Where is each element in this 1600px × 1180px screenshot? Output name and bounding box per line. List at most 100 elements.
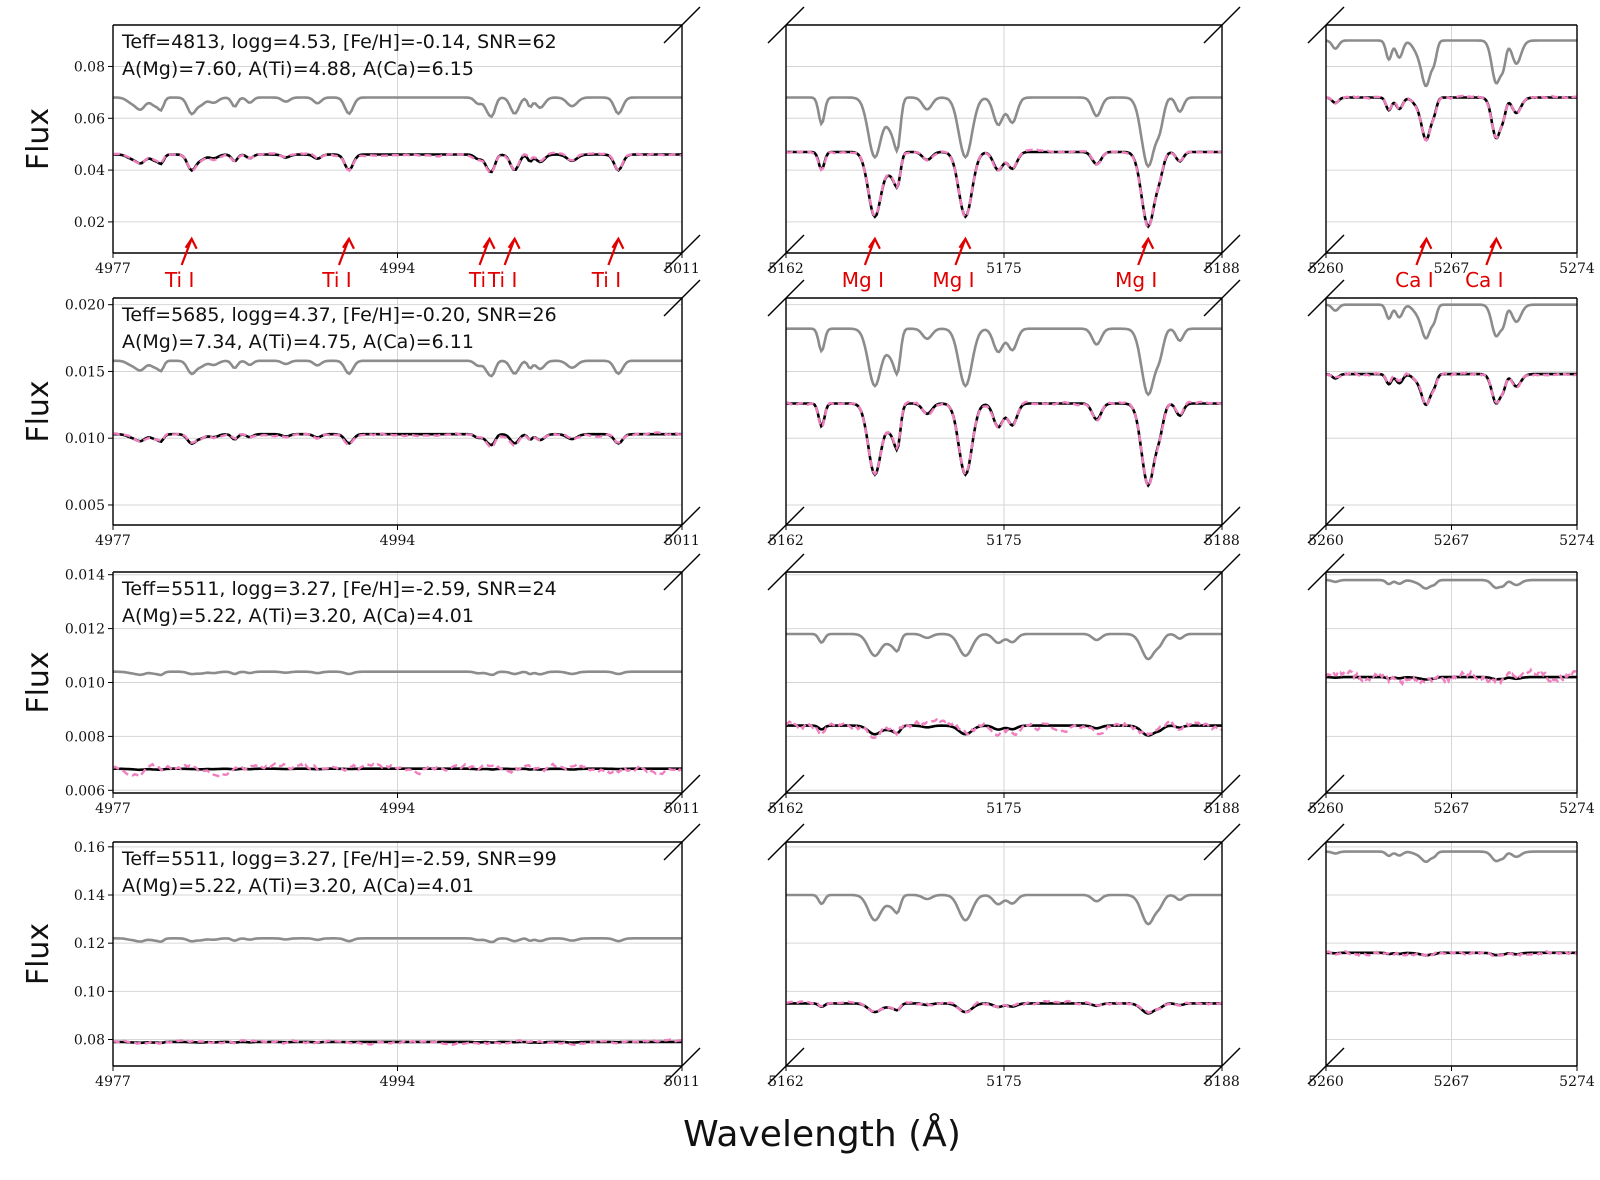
- x-tick-label: 4977: [95, 801, 131, 817]
- plot-area: Flux 4977 4994 5011 0.02 0.04 0.06 0.08 5162 5175…: [21, 6, 1595, 1090]
- series-grey-line: [1326, 578, 1577, 590]
- x-tick-label: 5274: [1559, 801, 1595, 817]
- x-tick-label: 5162: [768, 801, 804, 817]
- y-tick-label: 0.015: [65, 364, 105, 380]
- line-label: Ti I: [164, 268, 194, 292]
- y-axis-label: Flux: [21, 923, 56, 985]
- series-pink-dashed-line: [1324, 667, 1578, 687]
- abundances-text: A(Mg)=5.22, A(Ti)=3.20, A(Ca)=4.01: [122, 875, 474, 897]
- y-tick-label: 0.012: [65, 622, 105, 638]
- axis-break-mark: [1307, 553, 1345, 591]
- axis-break-mark: [767, 553, 805, 591]
- x-tick-label: 4977: [95, 1074, 131, 1090]
- y-tick-label: 0.08: [74, 1033, 105, 1049]
- axis-break-mark: [663, 823, 701, 861]
- series-pink-dashed-line: [112, 151, 683, 175]
- axis-break-mark: [663, 553, 701, 591]
- series-pink-dashed-line: [1325, 949, 1578, 958]
- segment-3: 5260 5267 5274: [1307, 823, 1595, 1090]
- x-tick-label: 5274: [1559, 1074, 1595, 1090]
- series-grey-line: [1325, 303, 1577, 340]
- series-black-line: [113, 1040, 682, 1045]
- y-tick-label: 0.010: [65, 676, 105, 692]
- series-grey-line: [786, 632, 1222, 661]
- series-grey-line: [113, 359, 682, 378]
- segment-2: 5162 5175 5188: [767, 823, 1241, 1090]
- stellar-parameters-text: Teff=5685, logg=4.37, [Fe/H]=-0.20, SNR=…: [121, 304, 557, 326]
- axis-break-mark: [1203, 279, 1241, 317]
- x-tick-label: 5175: [986, 533, 1022, 549]
- segment-3: 5260 5267 5274: [1307, 279, 1595, 549]
- y-tick-label: 0.014: [65, 568, 105, 584]
- panel-4: Flux 4977 4994 5011 0.08 0.10 0.12 0.14 0.16 5162…: [21, 823, 1595, 1090]
- line-label: Mg I: [932, 268, 974, 292]
- x-axis-label: Wavelength (Å): [683, 1112, 961, 1155]
- y-axis-label: Flux: [21, 108, 56, 170]
- line-label-arrowhead: [1489, 236, 1503, 250]
- y-tick-label: 0.008: [65, 729, 105, 745]
- panel-2: Flux 4977 4994 5011 0.005 0.010 0.015 0.020 5162…: [21, 279, 1595, 549]
- stellar-parameters-text: Teff=5511, logg=3.27, [Fe/H]=-2.59, SNR=…: [121, 578, 557, 600]
- axis-break-mark: [663, 6, 701, 44]
- line-label: Ti I: [591, 268, 621, 292]
- line-label: Mg I: [1115, 268, 1157, 292]
- x-tick-label: 5267: [1434, 533, 1470, 549]
- series-pink-dashed-line: [112, 431, 683, 449]
- line-label: Ti I: [321, 268, 351, 292]
- line-label-arrowhead: [958, 236, 972, 250]
- segment-1: 4977 4994 5011 0.02 0.04 0.06 0.08: [74, 6, 701, 277]
- line-label: Ca I: [1465, 268, 1503, 292]
- abundances-text: A(Mg)=7.34, A(Ti)=4.75, A(Ca)=6.11: [122, 331, 474, 353]
- axis-break-mark: [1203, 823, 1241, 861]
- x-tick-label: 5274: [1559, 533, 1595, 549]
- axis-break-mark: [767, 6, 805, 44]
- x-tick-label: 5162: [768, 261, 804, 277]
- y-tick-label: 0.08: [74, 59, 105, 75]
- stellar-parameters-text: Teff=4813, logg=4.53, [Fe/H]=-0.14, SNR=…: [121, 31, 557, 53]
- x-tick-label: 5260: [1308, 801, 1344, 817]
- line-label: Ti: [468, 268, 486, 292]
- y-tick-label: 0.005: [65, 498, 105, 514]
- segment-2: 5162 5175 5188: [767, 553, 1241, 817]
- line-label-arrowhead: [342, 236, 355, 250]
- x-tick-label: 5175: [986, 261, 1022, 277]
- axis-break-mark: [767, 823, 805, 861]
- series-grey-line: [113, 937, 682, 944]
- x-tick-label: 5267: [1434, 261, 1470, 277]
- axis-break-mark: [1307, 279, 1345, 317]
- y-tick-label: 0.10: [74, 984, 105, 1000]
- y-tick-label: 0.16: [74, 840, 105, 856]
- x-tick-label: 5011: [664, 801, 700, 817]
- x-tick-label: 5162: [768, 1074, 804, 1090]
- panel-1: Flux 4977 4994 5011 0.02 0.04 0.06 0.08 5162 5175…: [21, 6, 1595, 292]
- line-label-arrowhead: [507, 236, 521, 250]
- axis-break-mark: [1203, 6, 1241, 44]
- series-pink-dashed-line: [785, 999, 1223, 1014]
- x-tick-label: 5188: [1204, 261, 1240, 277]
- abundances-text: A(Mg)=5.22, A(Ti)=3.20, A(Ca)=4.01: [122, 605, 474, 627]
- x-tick-label: 5011: [664, 1074, 700, 1090]
- series-grey-line: [1325, 39, 1577, 88]
- x-tick-label: 5260: [1308, 261, 1344, 277]
- axis-break-mark: [1203, 553, 1241, 591]
- y-axis-label: Flux: [21, 651, 56, 713]
- x-tick-label: 5260: [1308, 1074, 1344, 1090]
- line-label-arrowhead: [1141, 236, 1155, 250]
- x-tick-label: 5267: [1434, 1074, 1470, 1090]
- segment-2: 5162 5175 5188: [767, 6, 1241, 277]
- segment-1: 4977 4994 5011 0.08 0.10 0.12 0.14 0.16: [74, 823, 701, 1090]
- y-tick-label: 0.006: [65, 783, 105, 799]
- axis-break-mark: [1307, 823, 1345, 861]
- axis-break-mark: [1307, 6, 1345, 44]
- series-black-line: [786, 724, 1222, 737]
- line-label-arrowhead: [184, 236, 198, 250]
- series-grey-line: [786, 327, 1222, 397]
- series-grey-line: [786, 893, 1222, 926]
- abundances-text: A(Mg)=7.60, A(Ti)=4.88, A(Ca)=6.15: [122, 58, 474, 80]
- y-tick-label: 0.02: [74, 215, 105, 231]
- x-tick-label: 5162: [768, 533, 804, 549]
- axis-break-mark: [663, 279, 701, 317]
- y-tick-label: 0.12: [74, 936, 105, 952]
- series-pink-dashed-line: [785, 400, 1223, 489]
- series-grey-line: [112, 96, 682, 119]
